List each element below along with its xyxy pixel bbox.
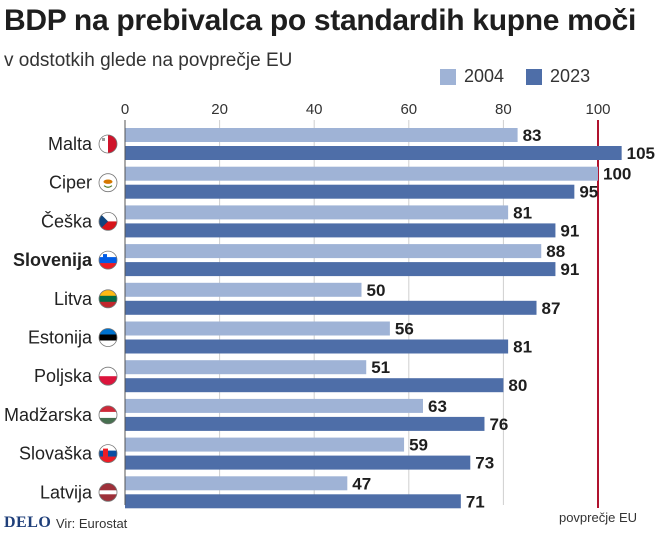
value-label-2023-3: 91 [560, 260, 579, 279]
bar-2004-6 [125, 360, 367, 375]
category-label-6: Poljska [34, 366, 93, 386]
bar-2023-5 [125, 339, 509, 354]
legend-swatch-2023 [526, 68, 543, 85]
value-label-2004-1: 100 [603, 165, 631, 184]
bar-2023-2 [125, 223, 556, 238]
category-label-8: Slovaška [19, 444, 93, 464]
bar-2004-4 [125, 282, 362, 297]
value-label-2023-6: 80 [508, 376, 527, 395]
bar-2004-2 [125, 205, 509, 220]
x-tick-label-20: 20 [211, 101, 228, 118]
malta-flag-icon [98, 134, 118, 154]
value-label-2004-3: 88 [546, 242, 565, 261]
chart-subtitle: v odstotkih glede na povprečje EU [4, 50, 293, 71]
value-label-2023-8: 73 [475, 454, 494, 473]
czech-flag-icon [98, 211, 118, 231]
latvia-flag-icon [98, 482, 118, 502]
slovakia-flag-icon [98, 444, 118, 464]
bar-2004-3 [125, 244, 542, 259]
category-label-7: Madžarska [4, 405, 93, 425]
category-label-1: Ciper [49, 173, 92, 193]
value-label-2023-2: 91 [560, 221, 579, 240]
legend-swatch-2004 [440, 68, 456, 85]
value-label-2023-1: 95 [579, 183, 598, 202]
bar-2004-9 [125, 476, 348, 491]
bar-2004-8 [125, 437, 405, 452]
category-label-2: Češka [41, 210, 93, 231]
category-label-4: Litva [54, 289, 93, 309]
value-label-2023-9: 71 [466, 492, 485, 511]
bar-2023-8 [125, 455, 471, 470]
category-label-3: Slovenija [13, 250, 93, 270]
value-label-2004-4: 50 [367, 281, 386, 300]
legend: 2004 2023 [440, 66, 612, 87]
category-label-0: Malta [48, 134, 93, 154]
value-label-2023-4: 87 [542, 299, 561, 318]
bar-2023-3 [125, 262, 556, 277]
lithuania-flag-icon [98, 289, 118, 309]
bar-2023-4 [125, 300, 537, 315]
bar-2004-5 [125, 321, 390, 336]
value-label-2004-5: 56 [395, 320, 414, 339]
legend-item-2004: 2004 [440, 66, 504, 87]
cyprus-flag-icon [98, 173, 118, 193]
poland-flag-icon [98, 366, 118, 386]
value-label-2004-2: 81 [513, 203, 532, 222]
hungary-flag-icon [98, 405, 118, 425]
slovenia-flag-icon [98, 250, 118, 270]
category-label-9: Latvija [40, 482, 93, 502]
bar-2023-1 [125, 184, 575, 199]
legend-item-2023: 2023 [526, 66, 590, 87]
value-label-2023-0: 105 [627, 144, 655, 163]
bar-2023-9 [125, 494, 461, 509]
x-tick-label-60: 60 [400, 101, 417, 118]
bar-2023-0 [125, 146, 622, 160]
value-label-2004-7: 63 [428, 397, 447, 416]
legend-label-2004: 2004 [464, 66, 505, 86]
x-tick-label-80: 80 [495, 101, 512, 118]
value-label-2023-5: 81 [513, 338, 532, 357]
legend-label-2023: 2023 [550, 66, 591, 86]
value-label-2004-0: 83 [523, 126, 542, 145]
bar-2004-0 [125, 128, 518, 142]
bar-2023-7 [125, 416, 485, 431]
value-label-2023-7: 76 [489, 415, 508, 434]
x-tick-label-40: 40 [306, 101, 323, 118]
eu-average-label: povprečje EU [559, 510, 637, 525]
x-tick-label-0: 0 [121, 101, 129, 118]
source-note: Vir: Eurostat [56, 516, 128, 531]
bar-2004-1 [125, 166, 598, 181]
value-label-2004-9: 47 [352, 474, 371, 493]
value-label-2004-6: 51 [371, 358, 390, 377]
chart-title: BDP na prebivalca po standardih kupne mo… [4, 4, 637, 37]
x-tick-label-100: 100 [585, 101, 610, 118]
category-label-5: Estonija [28, 328, 93, 348]
bar-2023-6 [125, 378, 504, 393]
value-label-2004-8: 59 [409, 436, 428, 455]
bar-2004-7 [125, 398, 423, 413]
estonia-flag-icon [98, 328, 118, 347]
delo-logo: DELO [4, 514, 52, 531]
